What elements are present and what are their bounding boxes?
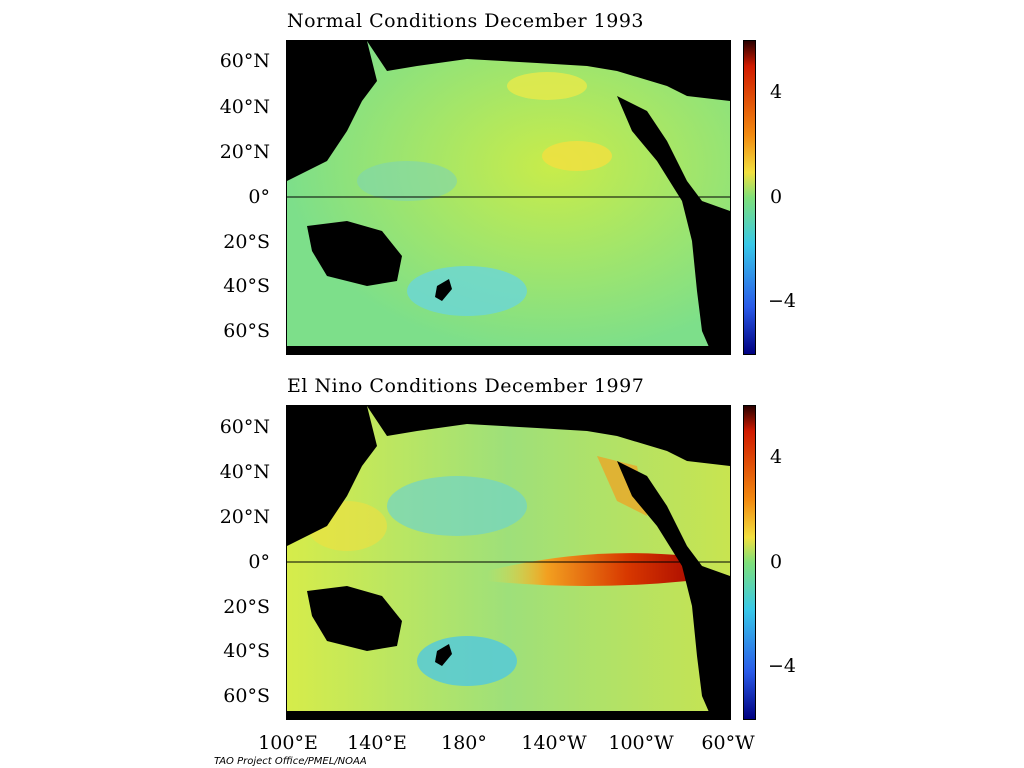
lat-40n-bottom: 40°N xyxy=(219,461,270,483)
map-elnino-1997 xyxy=(286,405,731,720)
cbar-label-top-0: 0 xyxy=(770,186,783,208)
equatorial-warm-anomaly xyxy=(487,553,687,586)
panel-1-title: Normal Conditions December 1993 xyxy=(287,10,644,32)
americas-landmass xyxy=(617,96,730,354)
asia-landmass xyxy=(287,406,377,546)
lon-100e: 100°E xyxy=(258,732,318,754)
lon-60w: 60°W xyxy=(701,732,755,754)
lat-40s-bottom: 40°S xyxy=(223,640,270,662)
lat-20s-top: 20°S xyxy=(223,231,270,253)
lat-40n-top: 40°N xyxy=(219,96,270,118)
map-normal-1993 xyxy=(286,40,731,355)
colorbar-bottom xyxy=(743,405,756,720)
credit-text: TAO Project Office/PMEL/NOAA xyxy=(214,756,367,767)
north-polar-land xyxy=(367,41,730,101)
lat-60n-bottom: 60°N xyxy=(219,416,270,438)
cbar-label-top-4: 4 xyxy=(770,81,783,103)
antarctic-landmass xyxy=(287,711,730,719)
cbar-label-bottom-0: 0 xyxy=(770,551,783,573)
lat-20s-bottom: 20°S xyxy=(223,596,270,618)
lat-60s-bottom: 60°S xyxy=(223,685,270,707)
americas-landmass xyxy=(617,461,730,719)
cbar-label-bottom-4: 4 xyxy=(770,446,783,468)
lat-0-bottom: 0° xyxy=(248,551,270,573)
new-zealand-landmass xyxy=(435,644,452,666)
lat-20n-top: 20°N xyxy=(219,141,270,163)
lon-140w: 140°W xyxy=(521,732,587,754)
new-zealand-landmass xyxy=(435,279,452,301)
colorbar-top xyxy=(743,40,756,355)
sst-anomaly-map xyxy=(287,406,730,719)
australia-landmass xyxy=(307,586,402,651)
lon-180: 180° xyxy=(441,732,487,754)
antarctic-landmass xyxy=(287,346,730,354)
lat-0-top: 0° xyxy=(248,186,270,208)
lat-60n-top: 60°N xyxy=(219,50,270,72)
sst-anomaly-map xyxy=(287,41,730,354)
panel-2-title: El Nino Conditions December 1997 xyxy=(287,375,645,397)
lat-60s-top: 60°S xyxy=(223,320,270,342)
lat-40s-top: 40°S xyxy=(223,275,270,297)
cbar-label-top-neg4: −4 xyxy=(768,290,797,312)
lat-20n-bottom: 20°N xyxy=(219,506,270,528)
asia-landmass xyxy=(287,41,377,181)
australia-landmass xyxy=(307,221,402,286)
lon-100w: 100°W xyxy=(608,732,674,754)
lon-140e: 140°E xyxy=(347,732,407,754)
north-polar-land xyxy=(367,406,730,466)
cbar-label-bottom-neg4: −4 xyxy=(768,655,797,677)
